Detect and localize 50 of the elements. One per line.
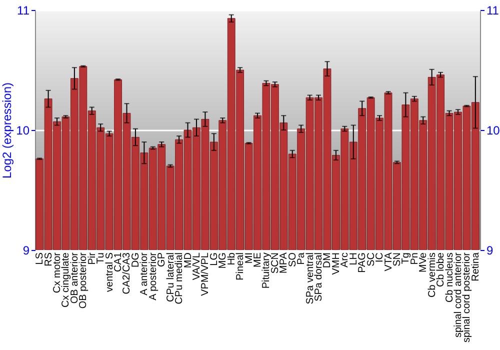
x-tick-label: Hb bbox=[226, 252, 238, 266]
x-tick-label: PAG bbox=[357, 252, 368, 273]
x-tick-label: OB posterior bbox=[78, 252, 90, 309]
x-tick-label: OB anterior bbox=[69, 252, 80, 304]
x-tick-label: DM bbox=[322, 252, 334, 268]
x-tick-label: RS bbox=[43, 252, 54, 266]
x-tick-label: MI bbox=[244, 252, 255, 264]
x-tick-label: Retina bbox=[470, 252, 482, 282]
x-tick-label: SO bbox=[287, 252, 298, 267]
x-tick-label: ME bbox=[252, 252, 264, 268]
y-tick-label: 9 bbox=[22, 244, 30, 258]
x-tick-label: Pn bbox=[409, 252, 420, 265]
x-tick-label: spinal cord posterior bbox=[462, 252, 473, 343]
x-tick-label: DG bbox=[130, 252, 142, 268]
y-axis-title: Log2 (expression) bbox=[0, 82, 14, 179]
x-tick-label: CA2/CA3 bbox=[122, 252, 133, 294]
x-tick-label: Arc bbox=[340, 252, 351, 268]
x-tick-label: A posterior bbox=[148, 252, 159, 300]
x-tick-label: VTA bbox=[383, 252, 394, 272]
x-tick-label: Cb nucleus bbox=[444, 252, 456, 303]
x-tick-label: Cb lobe bbox=[436, 252, 447, 287]
x-tick-label: CPu medial bbox=[174, 252, 186, 304]
x-tick-label: LS bbox=[34, 252, 46, 265]
x-tick-label: SCN bbox=[270, 252, 281, 274]
x-tick-label: spinal cord anterior bbox=[452, 252, 464, 338]
x-tick-label: VPM/VPL bbox=[200, 252, 212, 296]
x-tick-label: ventral S bbox=[104, 252, 116, 292]
x-tick-label: Pineal bbox=[235, 252, 246, 280]
x-tick-label: Pir bbox=[86, 252, 98, 265]
x-tick-label: MVe bbox=[418, 252, 430, 273]
x-tick-label: LG bbox=[208, 252, 220, 266]
y2-tick-label: 10 bbox=[486, 124, 500, 138]
x-tick-label: Tu bbox=[96, 252, 107, 264]
x-tick-label: IC bbox=[374, 252, 386, 262]
x-tick-label: Tg bbox=[400, 252, 412, 264]
x-tick-label: Pituitary bbox=[261, 252, 272, 289]
x-tick-label: A anterior bbox=[139, 252, 150, 296]
x-tick-label: SC bbox=[366, 252, 377, 266]
x-tick-label: Pa bbox=[296, 252, 308, 265]
y-tick-label: 11 bbox=[17, 4, 30, 18]
y2-tick-label: 9 bbox=[486, 244, 494, 258]
x-tick-label: SN bbox=[392, 252, 403, 266]
x-tick-label: LH bbox=[348, 252, 360, 266]
x-tick-label: MPA bbox=[278, 252, 290, 274]
y-tick-label: 10 bbox=[16, 124, 30, 138]
x-tick-label: VMH bbox=[330, 252, 342, 275]
x-tick-label: VA/VL bbox=[191, 252, 202, 280]
x-tick-label: Cx cingulate bbox=[60, 252, 72, 308]
y2-tick-label: 11 bbox=[486, 4, 500, 18]
x-tick-label: GP bbox=[156, 252, 168, 267]
